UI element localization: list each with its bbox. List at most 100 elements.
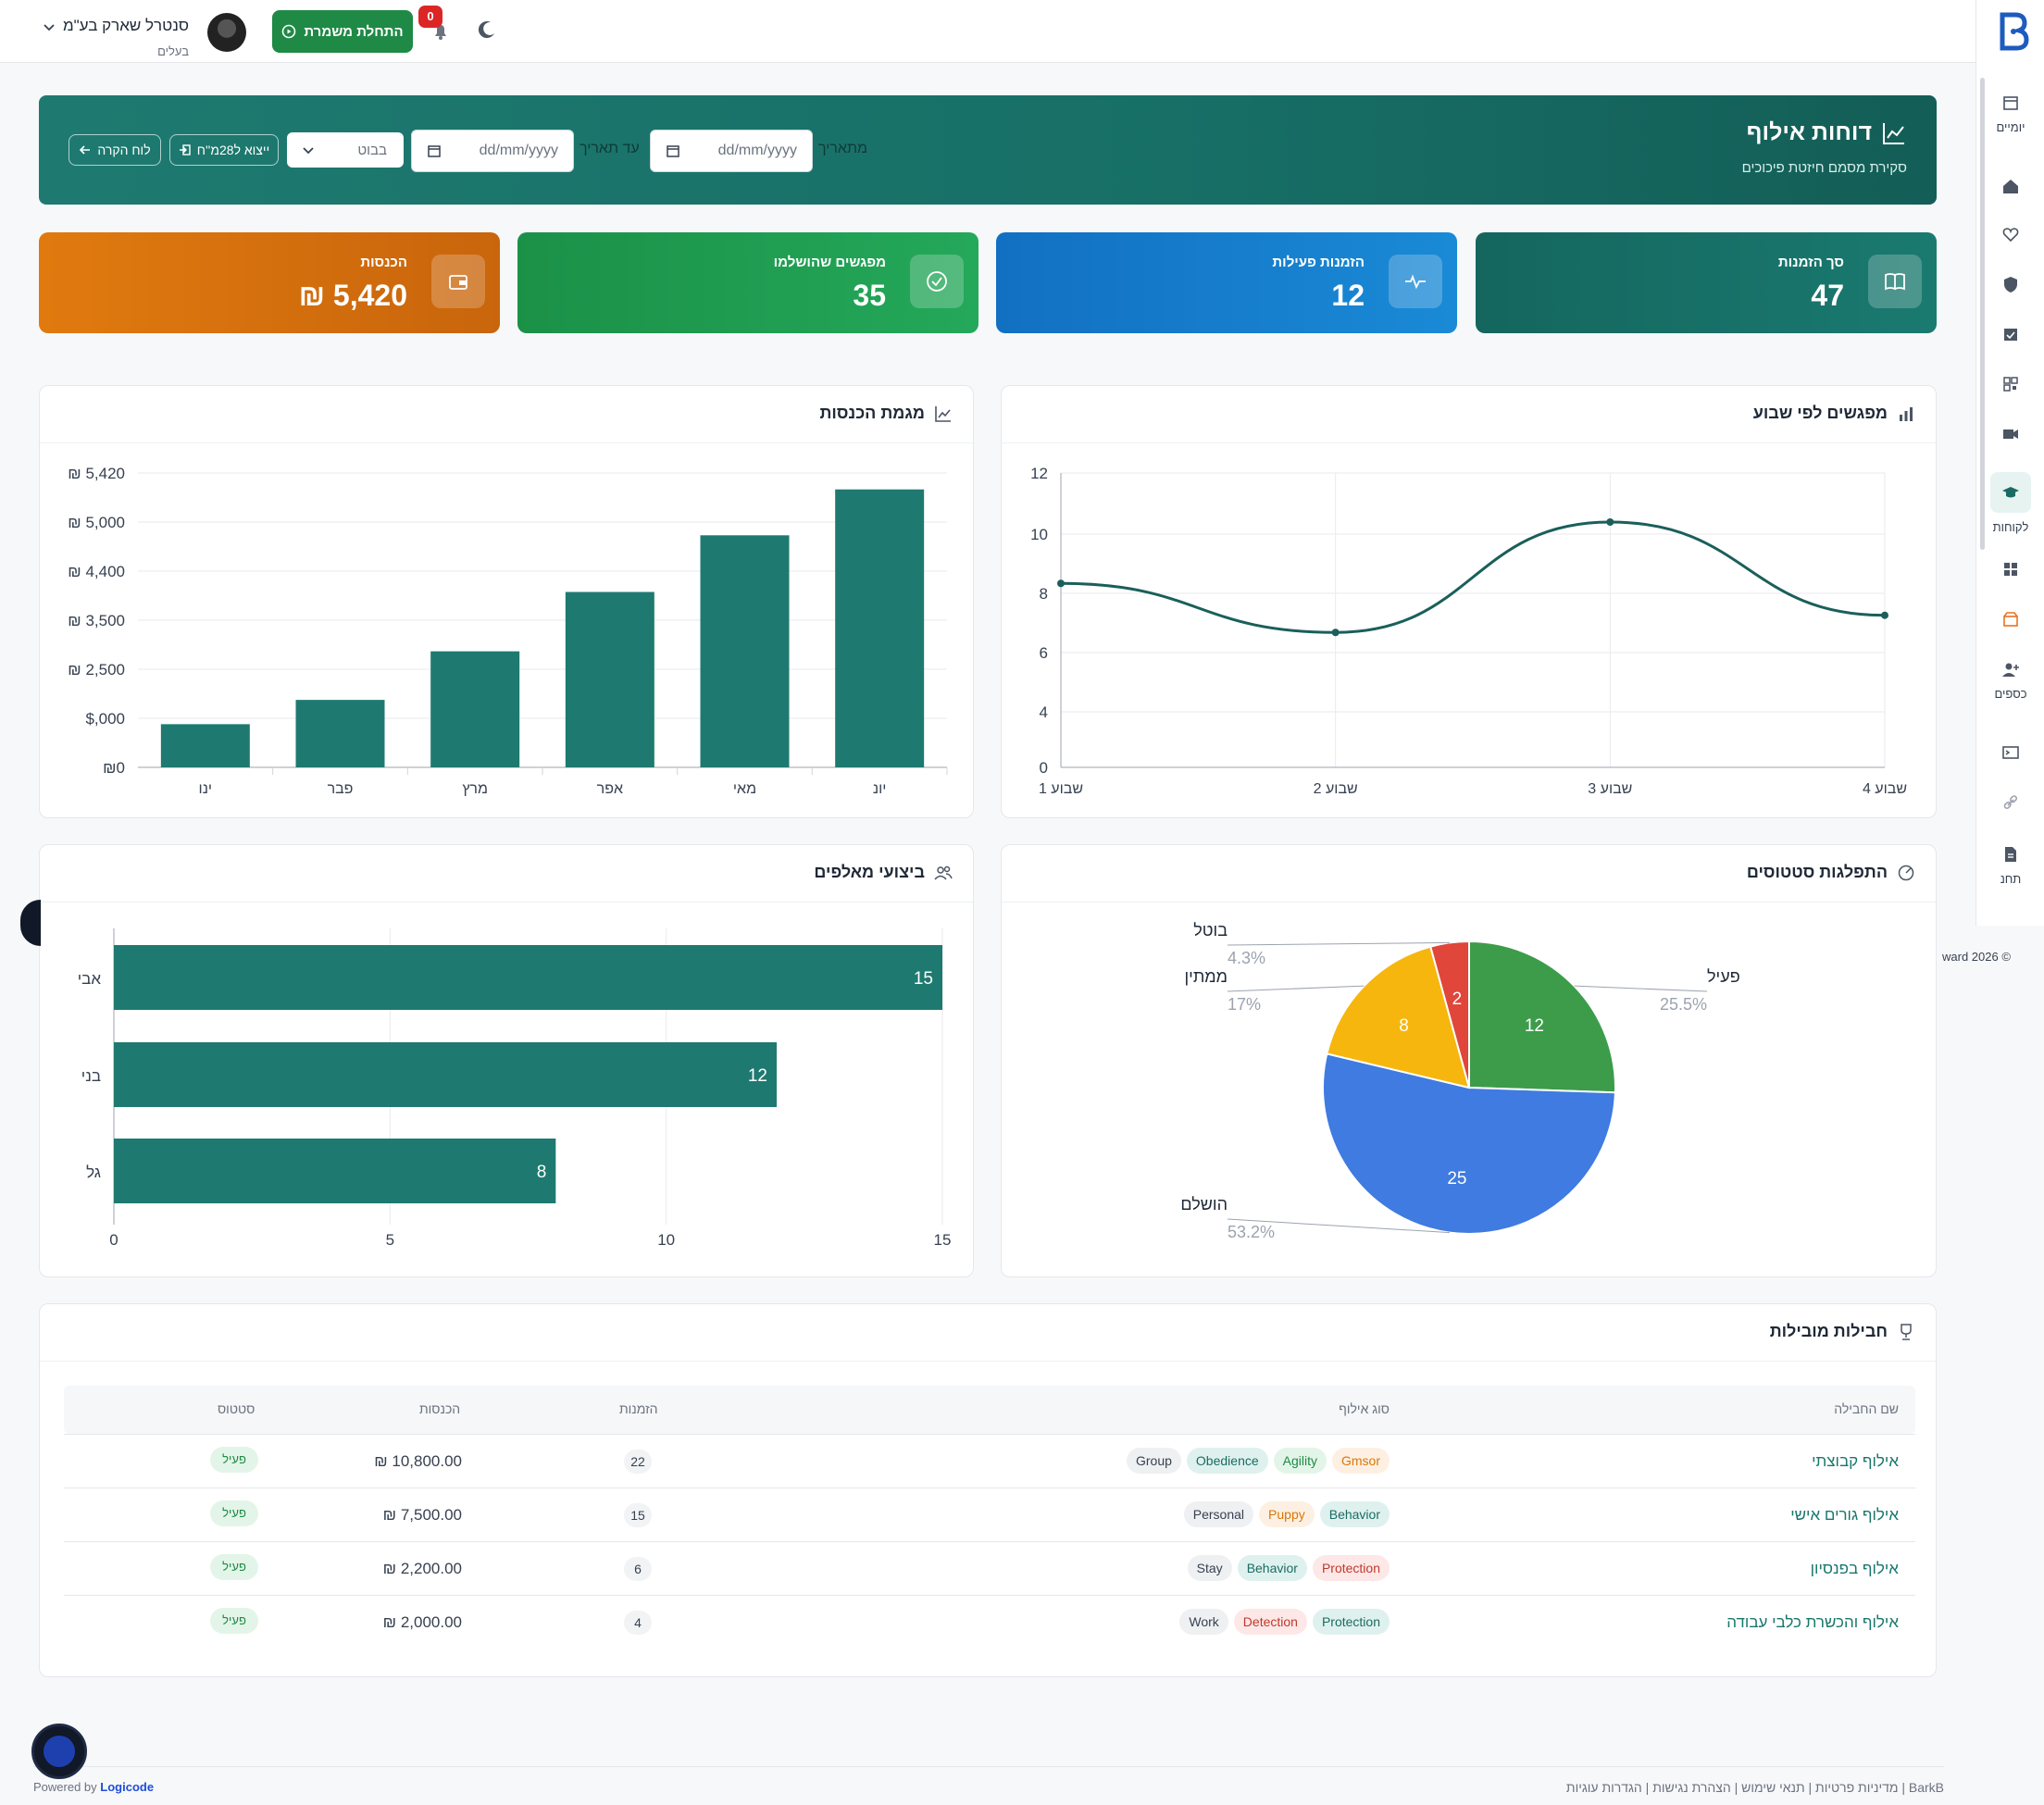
user-menu[interactable]: סנטרל שארק בע"מ בעלים	[37, 9, 194, 58]
slice-percent-label: 25.5%	[1660, 995, 1707, 1014]
user-plus-icon	[2002, 663, 2019, 677]
side-widget[interactable]	[20, 900, 41, 946]
leader-line	[1227, 1218, 1450, 1234]
trophy-icon	[1901, 1323, 1912, 1340]
data-point	[1331, 629, 1340, 637]
sidebar: יומיים לקוחות כספים תחנ	[1975, 0, 2044, 926]
pet-shop-icon	[2003, 612, 2018, 627]
stat-icon-box	[1389, 255, 1442, 308]
sidebar-item[interactable]: תחנ	[1976, 844, 2044, 886]
panel-title-text: מגמת הכנסות	[819, 404, 925, 422]
x-tick-label: שבוע 4	[1863, 781, 1907, 797]
from-date-label: מתאריך	[818, 141, 868, 156]
export-button[interactable]: ייצוא ל28מ''ח	[169, 134, 279, 166]
sidebar-item[interactable]	[1976, 424, 2044, 444]
revenue-cell: ₪ 10,800.00	[374, 1452, 462, 1470]
sidebar-item[interactable]: כספים	[1976, 659, 2044, 701]
stat-value: 47	[1811, 279, 1844, 312]
sidebar-item[interactable]: לקוחות	[1976, 472, 2044, 534]
type-tags: Group Obedience Agility Gmsor	[1127, 1448, 1390, 1474]
home-icon	[2003, 180, 2018, 193]
back-to-dashboard-button[interactable]: לוח הקרה	[69, 134, 161, 166]
bar-value-label: 8	[537, 1163, 547, 1182]
users-icon	[934, 865, 953, 880]
table-header: שם החבילה סוג אילוף הזמנות הכנסות סטטוס	[64, 1386, 1915, 1434]
pie-slice	[1326, 945, 1471, 1089]
package-name[interactable]: אילוף גורים אישי	[1790, 1506, 1899, 1524]
data-point	[1606, 518, 1614, 526]
type-tag: Protection	[1312, 1555, 1390, 1581]
type-tag: Stay	[1187, 1555, 1232, 1581]
x-tick-label: 15	[934, 1231, 952, 1249]
start-shift-button[interactable]: התחלת משמרת	[272, 10, 413, 53]
data-point	[1881, 611, 1888, 619]
slice-name-label: פעיל	[1707, 967, 1740, 986]
sidebar-item-label: יומיים	[1996, 120, 2025, 134]
orders-cell: 22	[619, 1450, 656, 1474]
package-name[interactable]: אילוף בפנסיון	[1810, 1560, 1899, 1577]
table-row[interactable]: אילוף והכשרת כלבי עבודה Work Detection Prot…	[64, 1595, 1915, 1649]
type-tag: Agility	[1273, 1448, 1327, 1474]
type-tag: Behavior	[1237, 1555, 1307, 1581]
trainer-performance-panel: ביצועי מאלפים 0 5 10 15 15 אבי 12 בני 8 גל	[39, 844, 974, 1277]
copyright: ward 2026 ©	[1942, 950, 2011, 964]
to-date-input[interactable]: dd/mm/yyyy	[411, 130, 574, 172]
x-tick-label: שבוע 1	[1039, 781, 1083, 797]
stat-card: הזמנות פעילות 12	[996, 232, 1457, 333]
sidebar-item[interactable]	[1976, 176, 2044, 196]
top-packages-panel: חבילות מובילות שם החבילה סוג אילוף הזמנו…	[39, 1303, 1937, 1677]
table-row[interactable]: אילוף גורים אישי Personal Puppy Behavior 15 ₪…	[64, 1488, 1915, 1541]
trainer-select-value: בבוט	[357, 143, 387, 158]
terminal-icon	[2002, 746, 2019, 759]
col-name: שם החבילה	[1834, 1401, 1899, 1416]
shield-icon	[2004, 277, 2017, 293]
type-tag: Obedience	[1186, 1448, 1268, 1474]
orders-count: 15	[624, 1503, 652, 1527]
bar-value-label: 15	[914, 969, 933, 989]
sidebar-item[interactable]	[1976, 792, 2044, 813]
moon-icon[interactable]	[474, 17, 500, 43]
panel-title-text: מפגשים לפי שבוע	[1752, 404, 1888, 422]
sidebar-item[interactable]	[1976, 609, 2044, 629]
brand-link[interactable]: Logicode	[100, 1780, 155, 1794]
revenue-cell: ₪ 2,200.00	[382, 1560, 462, 1577]
avatar[interactable]	[207, 13, 246, 52]
stat-card: הכנסות 5,420 ₪	[39, 232, 500, 333]
package-name[interactable]: אילוף קבוצתי	[1812, 1452, 1899, 1470]
calendar-icon	[667, 145, 679, 157]
leader-line	[1574, 985, 1708, 992]
package-name[interactable]: אילוף והכשרת כלבי עבודה	[1726, 1613, 1899, 1631]
bell-icon[interactable]	[428, 19, 454, 44]
status-badge: פעיל	[210, 1447, 258, 1473]
pulse-icon	[1405, 274, 1426, 290]
status-badge: פעיל	[210, 1500, 258, 1526]
sidebar-item[interactable]	[1976, 224, 2044, 244]
wallet-icon	[449, 275, 467, 290]
sidebar-item[interactable]	[1976, 374, 2044, 394]
sidebar-item[interactable]	[1976, 742, 2044, 763]
trainer-select[interactable]: בבוט	[287, 132, 404, 168]
panel-header: מפגשים לפי שבוע	[1002, 386, 1936, 443]
status-badge: פעיל	[210, 1608, 258, 1634]
footer-links[interactable]: BarkB | מדיניות פרטיות | תנאי שימוש | הצ…	[1565, 1780, 1944, 1795]
from-date-input[interactable]: dd/mm/yyyy	[650, 130, 813, 172]
type-tag: Work	[1179, 1609, 1228, 1635]
to-date-value: dd/mm/yyyy	[479, 143, 558, 158]
bar	[114, 1042, 777, 1107]
sidebar-item[interactable]: יומיים	[1976, 93, 2044, 134]
x-tick-label: ינו	[199, 781, 213, 797]
stat-icon-box	[1868, 255, 1922, 308]
table-row[interactable]: אילוף בפנסיון Stay Behavior Protection 6 ₪ 2,…	[64, 1541, 1915, 1595]
sidebar-scrollbar[interactable]	[1980, 78, 1985, 550]
slice-value-label: 25	[1447, 1169, 1466, 1189]
table-row[interactable]: אילוף קבוצתי Group Obedience Agility Gmsor 22…	[64, 1434, 1915, 1488]
col-orders: הזמנות	[619, 1401, 658, 1416]
leader-line	[1227, 941, 1450, 946]
sidebar-item[interactable]	[1976, 324, 2044, 344]
sidebar-item[interactable]	[1976, 559, 2044, 579]
video-icon	[2003, 429, 2018, 439]
col-type: סוג אילוף	[1339, 1401, 1390, 1416]
sidebar-item[interactable]	[1976, 274, 2044, 294]
bar	[114, 1139, 556, 1203]
accessibility-button[interactable]	[31, 1724, 87, 1779]
